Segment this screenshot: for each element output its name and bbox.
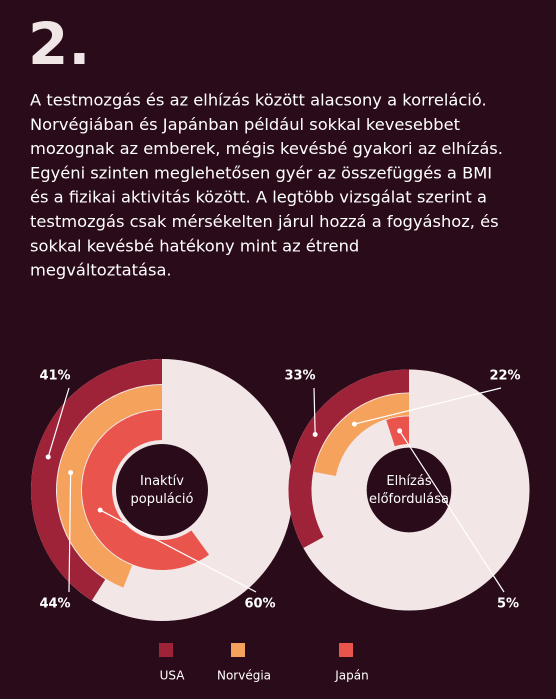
value-label: 41%	[39, 369, 70, 384]
leader-dot	[397, 428, 403, 434]
paragraph-line: A testmozgás és az elhízás között alacso…	[30, 91, 487, 110]
center-label: Inaktív populáció	[131, 474, 194, 507]
paragraph-line: Norvégiában és Japánban például sokkal k…	[30, 115, 460, 134]
legend-swatch	[339, 643, 353, 657]
ring-arc	[82, 410, 210, 570]
heading: 2.	[28, 10, 90, 78]
leader-line	[354, 387, 502, 425]
value-label: 22%	[489, 369, 520, 384]
ring-arc	[288, 369, 409, 549]
leader-line	[99, 509, 257, 593]
legend-label: USA	[160, 669, 186, 683]
leader-dot	[45, 454, 51, 460]
center	[116, 444, 208, 536]
value-label: 5%	[497, 597, 519, 612]
ring-arc	[57, 385, 163, 588]
paragraph-line: sokkal kevésbé hatékony mint az étrend	[30, 236, 359, 255]
leader-dot	[68, 470, 74, 476]
ring-arc	[31, 359, 163, 601]
legend-swatch	[159, 643, 173, 657]
ring-arc	[314, 393, 409, 477]
paragraph-line: megváltoztatása.	[30, 261, 172, 280]
paragraph-line: mozognak az emberek, mégis kevésbé gyako…	[30, 139, 503, 158]
value-label: 33%	[284, 369, 315, 384]
leader-dot	[312, 432, 318, 438]
leader-line	[313, 387, 316, 435]
center-label: Elhízás előfordulása	[369, 474, 449, 507]
value-label: 44%	[39, 597, 70, 612]
leader-line	[47, 387, 70, 458]
leader-line	[68, 472, 72, 593]
value-label: 60%	[244, 597, 275, 612]
legend-swatch	[231, 643, 245, 657]
leader-dot	[97, 507, 103, 513]
legend-label: Norvégia	[217, 669, 271, 683]
leader-dot	[351, 421, 357, 427]
paragraph-line: testmozgás csak mérsékelten járul hozzá …	[30, 212, 499, 231]
legend-label: Japán	[334, 669, 368, 683]
leader-line	[399, 430, 505, 593]
paragraph-line: Egyéni szinten meglehetősen gyér az össz…	[30, 163, 492, 182]
center	[366, 447, 452, 533]
paragraph-line: és a fizikai aktivitás között. A legtöbb…	[30, 188, 487, 207]
